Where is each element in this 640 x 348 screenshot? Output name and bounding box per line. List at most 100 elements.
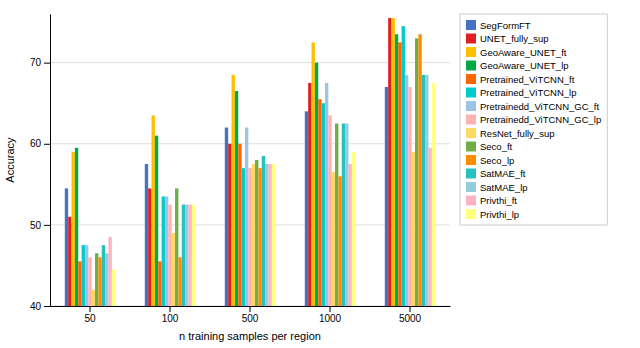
legend-swatch (466, 61, 476, 71)
bar (242, 168, 245, 306)
bar (255, 160, 258, 306)
bar-series (68, 18, 391, 306)
tick-label: 60 (30, 138, 42, 149)
bar-series (85, 75, 408, 306)
legend-swatch (466, 209, 476, 219)
bar (345, 124, 348, 307)
bar-series (88, 87, 411, 306)
bar-series (112, 83, 435, 306)
tick-mark (44, 144, 50, 145)
x-tick: 100 (162, 306, 179, 324)
bar (185, 205, 188, 306)
legend-swatch (466, 101, 476, 111)
bar (412, 152, 415, 306)
y-axis-title: Accuracy (4, 137, 16, 183)
bar (65, 188, 68, 306)
x-tick: 5000 (399, 306, 422, 324)
tick-mark (410, 306, 411, 312)
bar (268, 164, 271, 306)
bar (398, 42, 401, 306)
bar (265, 164, 268, 306)
bar (348, 164, 351, 306)
bar (72, 152, 75, 306)
bar (272, 164, 275, 306)
tick-label: 100 (162, 313, 179, 324)
bar-series (95, 38, 418, 306)
y-tick: 40 (30, 301, 50, 312)
legend-item: Privthi_ft (466, 195, 517, 206)
bar (305, 111, 308, 306)
bar (165, 197, 168, 307)
tick-label: 500 (242, 313, 259, 324)
legend-swatch (466, 169, 476, 179)
legend-item: GeoAware_UNET_lp (466, 60, 569, 71)
bar (75, 148, 78, 306)
bar (182, 205, 185, 306)
bar (178, 257, 181, 306)
bar-series (102, 75, 425, 306)
legend-swatch (466, 34, 476, 44)
bar (342, 124, 345, 307)
bar (258, 168, 261, 306)
legend-swatch (466, 47, 476, 57)
y-tick: 50 (30, 220, 50, 231)
bar (225, 128, 228, 306)
legend-item: SatMAE_lp (466, 182, 528, 193)
tick-mark (44, 306, 50, 307)
legend-swatch (466, 74, 476, 84)
bar (168, 205, 171, 306)
legend-label: UNET_fully_sup (480, 33, 549, 44)
bar (162, 197, 165, 307)
tick-mark (90, 306, 91, 312)
legend-swatch (466, 88, 476, 98)
bar (408, 87, 411, 306)
legend-item: ResNet_fully_sup (466, 128, 554, 139)
legend-swatch (466, 128, 476, 138)
bar-series (108, 148, 431, 306)
bar (85, 245, 88, 306)
bar (405, 75, 408, 306)
bar-series (98, 34, 421, 306)
bar (312, 42, 315, 306)
bar (248, 168, 251, 306)
bar (332, 172, 335, 306)
legend-label: Pretrained_ViTCNN_ft (480, 74, 575, 85)
x-axis-title: n training samples per region (179, 330, 321, 342)
bar (175, 188, 178, 306)
bar-series (92, 152, 415, 306)
bar (232, 75, 235, 306)
tick-label: 5000 (399, 313, 422, 324)
bar (352, 152, 355, 306)
legend-item: Pretrainedd_ViTCNN_GC_ft (466, 101, 600, 112)
bar (245, 128, 248, 306)
bar (238, 144, 241, 306)
bar-series (78, 42, 401, 306)
legend-label: Pretrainedd_ViTCNN_GC_ft (480, 101, 600, 112)
y-axis: 40 50 60 70 (30, 15, 51, 312)
bar (228, 144, 231, 306)
tick-label: 70 (30, 57, 42, 68)
bar (78, 261, 81, 306)
bar (148, 188, 151, 306)
tick-label: 1000 (319, 313, 342, 324)
bar (95, 253, 98, 306)
legend-swatch (466, 115, 476, 125)
plot: 40 50 60 7050 100 500 1000 5000 n training sampl… (4, 15, 451, 348)
bar (192, 205, 195, 306)
bar (235, 91, 238, 306)
tick-mark (44, 225, 50, 226)
axis-line (50, 15, 51, 307)
bar (112, 270, 115, 307)
bar (172, 233, 175, 306)
bar (82, 245, 85, 306)
bar (425, 75, 428, 306)
legend-swatch (466, 182, 476, 192)
legend-label: SatMAE_lp (480, 182, 528, 193)
bar (318, 99, 321, 306)
bar-series (72, 18, 395, 306)
bar (315, 63, 318, 306)
bar (152, 115, 155, 306)
bar (108, 237, 111, 306)
legend-item: Seco_ft (466, 141, 513, 152)
bar (68, 217, 71, 306)
